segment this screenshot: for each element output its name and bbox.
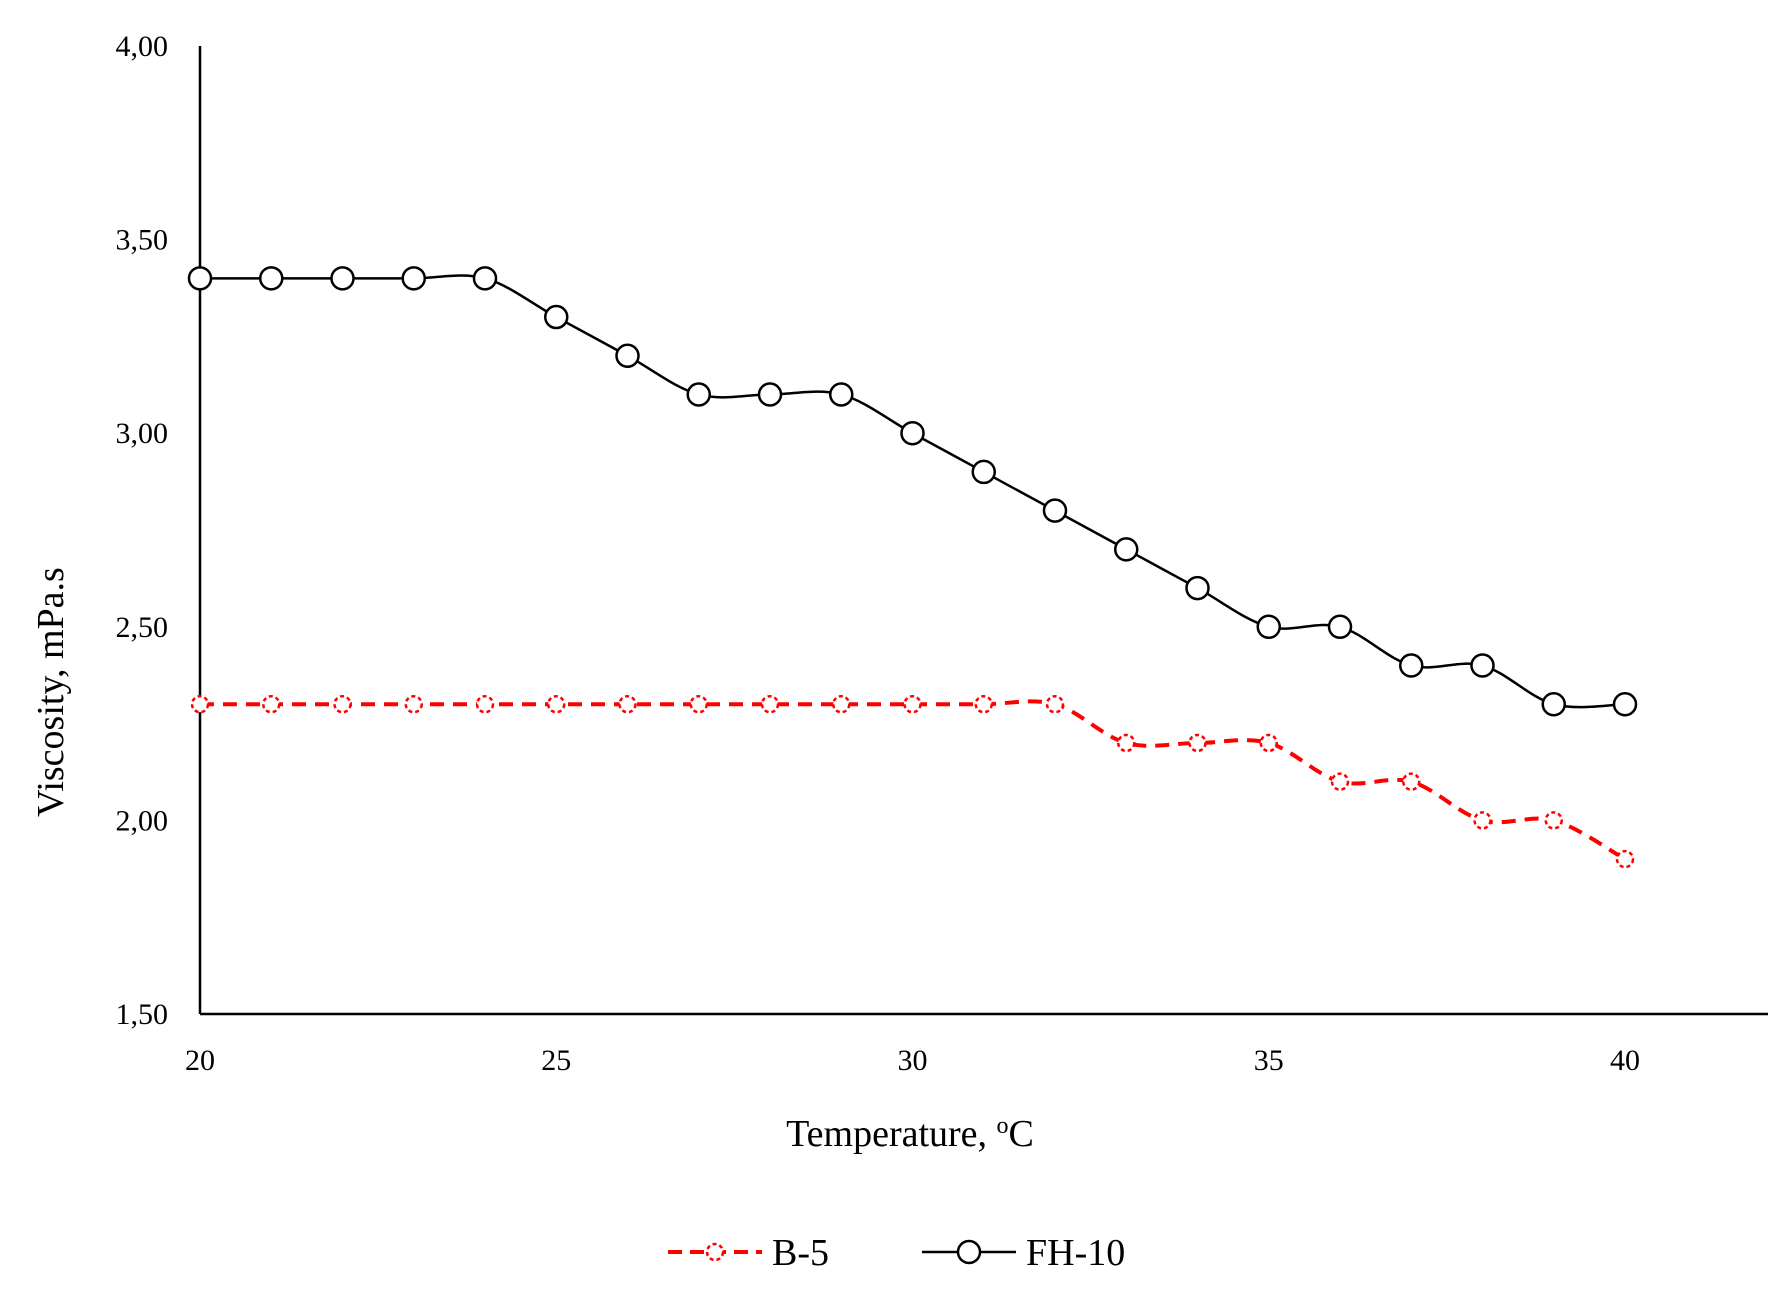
data-point <box>333 694 352 714</box>
data-point <box>1045 694 1065 714</box>
data-point <box>472 266 498 291</box>
x-axis: 20 25 30 35 40 <box>185 1012 1768 1077</box>
series-line-fh-10 <box>200 274 1626 709</box>
data-point <box>974 694 993 714</box>
data-point <box>190 694 210 714</box>
data-point <box>259 266 284 291</box>
data-point <box>1402 772 1421 791</box>
x-tick-label: 30 <box>898 1044 928 1077</box>
data-point <box>330 266 355 291</box>
data-point <box>1541 691 1566 717</box>
legend-label: B-5 <box>772 1232 829 1274</box>
data-point <box>1330 772 1350 791</box>
data-point <box>760 694 780 714</box>
data-point <box>971 459 996 485</box>
y-tick-label: 1,50 <box>116 998 169 1031</box>
legend-item-fh-10: FH-10 <box>922 1232 1125 1274</box>
data-point <box>475 694 495 714</box>
series-layer <box>187 266 1638 869</box>
data-point <box>1327 614 1353 640</box>
x-tick-label: 25 <box>541 1044 571 1077</box>
y-tick-label: 2,50 <box>116 611 169 644</box>
data-point <box>1256 614 1281 640</box>
data-point <box>187 266 213 291</box>
y-tick-label: 3,00 <box>116 417 169 450</box>
data-point <box>829 382 854 407</box>
legend-swatch-marker <box>705 1242 725 1262</box>
x-tick-label: 35 <box>1254 1044 1284 1077</box>
data-point <box>689 694 708 714</box>
y-axis: 1,50 2,00 2,50 3,00 3,50 4,00 <box>116 30 202 1031</box>
series-b-5 <box>190 694 1635 869</box>
y-tick-label: 3,50 <box>116 224 169 257</box>
data-point <box>1399 653 1424 678</box>
data-point <box>1470 653 1495 678</box>
legend-label: FH-10 <box>1026 1232 1125 1274</box>
data-point <box>1188 733 1207 753</box>
legend-item-b-5: B-5 <box>668 1232 829 1274</box>
data-point <box>1259 733 1278 753</box>
data-point <box>401 266 426 291</box>
data-point <box>1117 733 1136 753</box>
data-point <box>832 694 851 714</box>
data-point <box>900 420 925 446</box>
data-point <box>547 694 566 714</box>
y-tick-label: 4,00 <box>116 30 169 63</box>
y-tick-label: 2,00 <box>116 804 169 837</box>
data-point <box>1114 537 1139 562</box>
data-point <box>618 694 637 714</box>
legend-swatch-marker <box>956 1239 982 1265</box>
series-fh-10 <box>187 266 1638 717</box>
data-point <box>1615 849 1635 869</box>
legend: B-5 FH-10 <box>668 1232 1125 1274</box>
x-tick-label: 40 <box>1610 1044 1640 1077</box>
data-point <box>903 694 922 714</box>
data-point <box>1185 575 1210 601</box>
data-point <box>262 694 281 714</box>
data-point <box>1042 498 1068 523</box>
data-point <box>544 304 569 330</box>
x-tick-label: 20 <box>185 1044 215 1077</box>
data-point <box>1544 811 1563 830</box>
data-point <box>615 343 640 369</box>
data-point <box>686 382 711 407</box>
data-point <box>1473 811 1492 830</box>
data-point <box>757 382 783 407</box>
y-axis-title: Viscosity, mPa.s <box>30 567 72 817</box>
x-axis-title: Temperature, oC <box>786 1113 1034 1155</box>
data-point <box>1612 691 1638 717</box>
data-point <box>404 694 423 714</box>
